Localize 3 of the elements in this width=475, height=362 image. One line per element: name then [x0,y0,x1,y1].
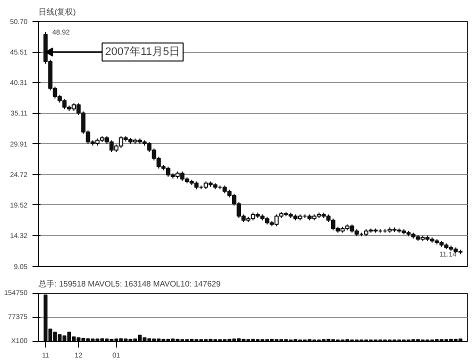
annotation: 2007年11月5日 [105,46,180,58]
chart-title: 总手: 159518 MAVOL5: 163148 MAVOL10: 147629 [38,280,222,288]
chart-title: 日线(复权) [38,8,76,16]
